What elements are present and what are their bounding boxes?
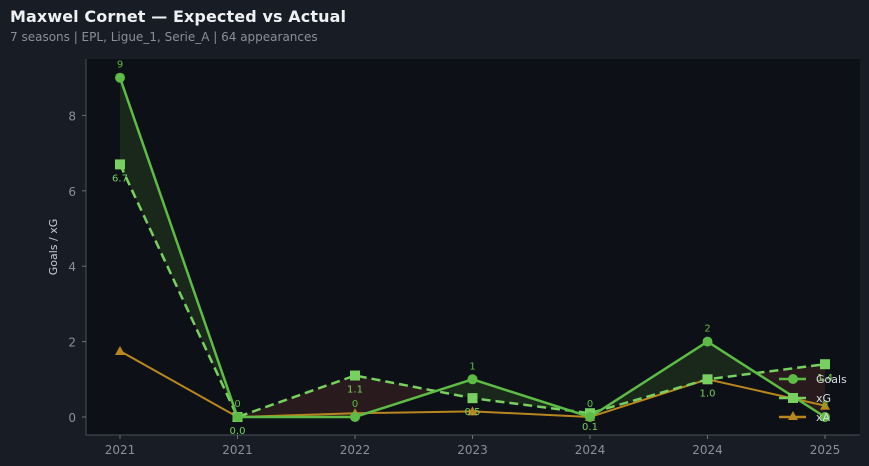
- goals-marker: [232, 412, 243, 422]
- goals-marker: [350, 412, 360, 422]
- xg-value-label: 0.1: [582, 422, 598, 433]
- goals-marker: [820, 412, 830, 422]
- y-tick-label: 0: [68, 411, 76, 425]
- xg-value-label: 6.7: [112, 173, 128, 184]
- goals-value-label: 1: [469, 361, 475, 372]
- y-tick-label: 4: [68, 260, 76, 274]
- legend-label: Goals: [816, 373, 847, 386]
- goals-value-label: 9: [117, 60, 123, 71]
- legend-label: xG: [816, 392, 831, 405]
- goals-marker: [585, 412, 595, 422]
- legend-label: xA: [816, 411, 831, 424]
- xg-marker: [350, 370, 360, 381]
- xg-value-label: 0.5: [465, 407, 481, 418]
- axes: 0 2 4 6 8 2021 2021 2022 2023 2024 2024 2025 Goals /…: [47, 59, 860, 457]
- chart-title: Maxwel Cornet — Expected vs Actual: [10, 7, 347, 26]
- data-labels: 9 0 0 1 0 2 0 6.7 0.0 1.1 0.5 0.1 1.0 1.4: [112, 60, 833, 437]
- legend: Goals xG xA: [779, 373, 847, 424]
- xg-marker: [702, 374, 713, 385]
- x-tick-label: 2025: [810, 443, 841, 457]
- goals-marker: [702, 336, 713, 347]
- x-tick-label: 2024: [692, 443, 723, 457]
- xg-value-label: 1.1: [347, 385, 363, 396]
- xg-marker: [467, 393, 478, 404]
- series-lines: [115, 72, 830, 422]
- xg-marker: [115, 159, 125, 170]
- x-tick-label: 2024: [575, 443, 606, 457]
- y-axis-label: Goals / xG: [47, 219, 60, 276]
- goals-value-label: 0: [352, 399, 358, 410]
- y-tick-label: 8: [68, 109, 76, 123]
- xg-value-label: 1.0: [700, 388, 716, 399]
- goals-value-label: 2: [704, 324, 710, 335]
- chart-subtitle: 7 seasons | EPL, Ligue_1, Serie_A | 64 a…: [10, 30, 318, 44]
- goals-value-label: 0: [822, 399, 828, 410]
- xg-marker: [820, 359, 830, 370]
- goals-value-label: 0: [587, 399, 593, 410]
- x-tick-label: 2021: [105, 443, 136, 457]
- x-tick-label: 2022: [340, 443, 371, 457]
- goals-marker: [467, 374, 478, 385]
- xg-value-label: 1.4: [817, 373, 833, 384]
- x-tick-label: 2021: [222, 443, 253, 457]
- goals-value-label: 0: [234, 399, 240, 410]
- y-tick-label: 2: [68, 336, 76, 350]
- y-tick-label: 6: [68, 185, 76, 199]
- goals-marker: [115, 72, 125, 83]
- xg-value-label: 0.0: [230, 426, 246, 437]
- x-tick-label: 2023: [457, 443, 488, 457]
